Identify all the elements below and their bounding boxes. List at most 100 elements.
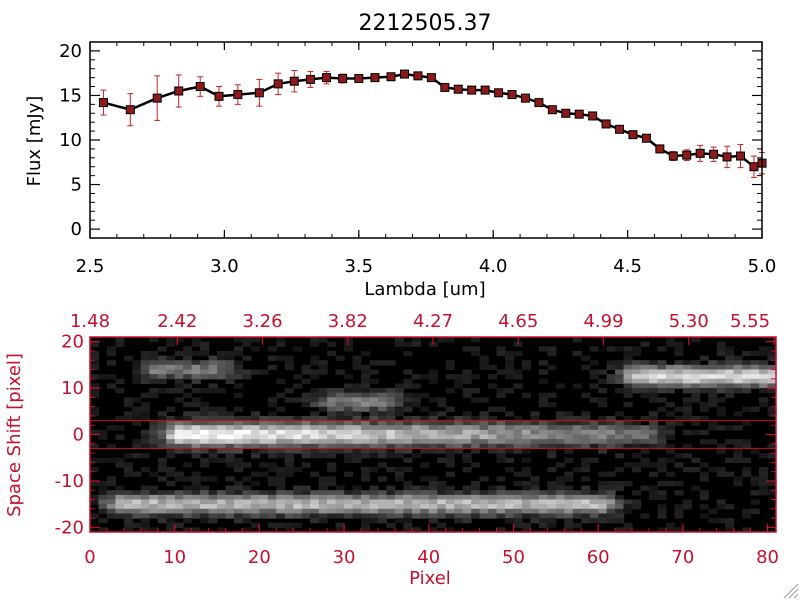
image-cell — [394, 406, 404, 412]
image-cell — [361, 392, 371, 398]
image-cell — [310, 425, 320, 431]
image-cell — [445, 443, 455, 450]
image-cell — [411, 374, 421, 380]
y-tick-label: 15 — [59, 85, 82, 106]
image-cell — [767, 453, 777, 459]
image-cell — [479, 499, 489, 505]
image-cell — [344, 434, 354, 440]
image-cell — [445, 457, 455, 463]
image-cell — [623, 374, 633, 380]
image-cell — [183, 485, 193, 491]
image-cell — [555, 439, 565, 445]
image-cell — [725, 392, 735, 398]
image-cell — [462, 434, 472, 440]
image-cell — [284, 508, 294, 515]
image-cell — [564, 522, 574, 528]
image-cell — [657, 443, 667, 450]
image-cell — [310, 471, 320, 477]
image-cell — [648, 360, 659, 366]
image-cell — [462, 392, 472, 398]
image-cell — [733, 439, 743, 445]
image-cell — [471, 388, 481, 394]
image-cell — [674, 527, 684, 533]
image-cell — [183, 494, 193, 501]
image-cell — [361, 448, 371, 454]
image-cell — [208, 425, 218, 431]
image-cell — [394, 434, 404, 440]
image-cell — [725, 355, 735, 361]
image-cell — [318, 499, 328, 505]
image-cell — [394, 453, 404, 459]
image-cell — [242, 513, 252, 519]
image-cell — [327, 499, 337, 505]
image-cell — [200, 411, 210, 417]
image-cell — [208, 443, 218, 450]
image-cell — [454, 513, 464, 519]
image-cell — [623, 522, 633, 528]
image-cell — [191, 360, 201, 366]
image-cell — [310, 337, 320, 343]
image-cell — [217, 411, 227, 417]
image-cell — [200, 476, 210, 482]
image-cell — [411, 392, 421, 398]
image-cell — [767, 364, 777, 371]
image-cell — [377, 476, 388, 482]
image-cell — [115, 462, 125, 468]
image-cell — [759, 490, 769, 496]
image-cell — [454, 443, 464, 450]
image-cell — [132, 374, 142, 380]
image-cell — [513, 350, 523, 357]
image-cell — [166, 448, 176, 454]
image-cell — [632, 499, 642, 505]
image-cell — [428, 369, 438, 375]
image-cell — [123, 411, 133, 417]
image-cell — [327, 480, 337, 487]
image-cell — [174, 415, 184, 422]
image-cell — [725, 527, 735, 533]
image-cell — [547, 392, 557, 398]
image-cell — [200, 499, 210, 505]
image-cell — [411, 490, 421, 496]
image-cell — [157, 388, 167, 394]
image-cell — [648, 415, 659, 422]
image-cell — [716, 388, 726, 394]
image-cell — [166, 508, 176, 515]
image-cell — [589, 490, 599, 496]
image-cell — [267, 494, 277, 501]
image-cell — [598, 508, 608, 515]
image-cell — [284, 513, 294, 519]
image-cell — [250, 420, 260, 426]
resize-grip-icon[interactable] — [783, 583, 799, 599]
image-cell — [716, 397, 726, 403]
spectral-image — [90, 337, 777, 533]
data-point — [467, 85, 477, 95]
image-cell — [615, 429, 625, 436]
image-cell — [115, 499, 125, 505]
image-cell — [242, 485, 252, 491]
image-cell — [284, 522, 294, 528]
image-cell — [657, 369, 667, 375]
image-cell — [267, 420, 277, 426]
image-cell — [657, 374, 667, 380]
image-cell — [750, 476, 760, 482]
image-cell — [335, 494, 345, 501]
image-cell — [479, 443, 489, 450]
image-cell — [369, 411, 379, 417]
image-cell — [657, 360, 667, 366]
data-point — [655, 144, 665, 154]
image-cell — [276, 499, 286, 505]
image-cell — [504, 350, 515, 357]
image-cell — [420, 490, 430, 496]
image-cell — [369, 504, 379, 510]
image-cell — [691, 369, 701, 375]
image-cell — [183, 462, 193, 468]
image-cell — [284, 499, 294, 505]
image-cell — [259, 462, 269, 468]
image-cell — [166, 494, 176, 501]
image-cell — [174, 490, 184, 496]
image-cell — [521, 364, 531, 371]
image-cell — [166, 341, 176, 347]
image-cell — [276, 480, 286, 487]
image-cell — [750, 448, 760, 454]
image-cell — [725, 364, 735, 371]
